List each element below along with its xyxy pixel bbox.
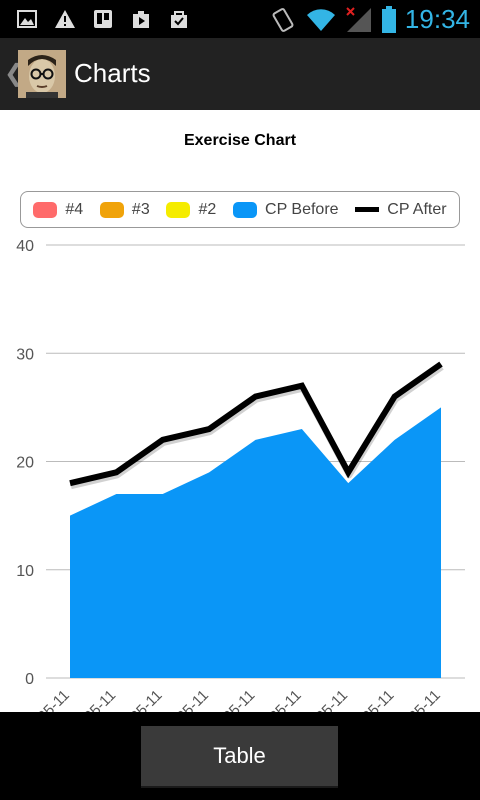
- app-icon[interactable]: [18, 50, 66, 98]
- y-tick-label: 0: [25, 671, 34, 688]
- x-tick-label: 25-11: [81, 687, 119, 712]
- table-button[interactable]: Table: [141, 726, 338, 786]
- legend-item-3: #3: [99, 200, 150, 219]
- warning-icon: [55, 10, 75, 28]
- legend-label: CP Before: [265, 200, 339, 218]
- legend-item-cp-before: CP Before: [233, 201, 339, 219]
- chart-container: Exercise Chart #4 #3 #2 CP Before CP Aft…: [0, 110, 480, 712]
- chart-title: Exercise Chart: [183, 132, 297, 149]
- series-line-cp-after: [69, 361, 443, 487]
- x-tick-label: 25-11: [34, 687, 72, 712]
- legend-item-4: #4: [33, 201, 83, 219]
- notification-icons: [16, 8, 190, 30]
- y-tick-label: 40: [16, 238, 34, 255]
- play-store-icon: [133, 11, 149, 28]
- series-area-cp-before: [70, 407, 441, 678]
- legend-swatch: [33, 201, 58, 218]
- portrait-icon: [18, 50, 66, 98]
- image-icon: [17, 10, 37, 28]
- legend-item-cp-after: CP After: [355, 200, 447, 219]
- trello-icon: [94, 10, 112, 28]
- app-title: Charts: [74, 58, 151, 88]
- x-tick-label: 25-11: [313, 687, 351, 712]
- legend-item-2: #2: [166, 201, 216, 219]
- x-tick-label: 25-11: [405, 687, 443, 712]
- legend-swatch: [355, 207, 380, 212]
- legend-swatch: [99, 201, 124, 218]
- x-tick-label: 25-11: [359, 687, 397, 712]
- clock: 19:34: [404, 4, 470, 34]
- legend-label: #4: [65, 200, 84, 218]
- bottom-bar: Table: [0, 712, 480, 800]
- y-tick-label: 10: [16, 563, 34, 580]
- rotation-icon: [272, 7, 294, 32]
- legend-label: #3: [131, 200, 150, 218]
- chart-plot: 0 10 20 30 40 25-11 25-11 25-11 25-11 25-11 25-11 2…: [16, 238, 465, 712]
- x-tick-label: 25-11: [174, 687, 212, 712]
- x-tick-label: 25-11: [266, 687, 304, 712]
- y-tick-label: 20: [16, 455, 34, 472]
- battery-icon: [381, 5, 396, 33]
- signal-icon: [346, 6, 371, 32]
- status-bar: 19:34: [0, 0, 480, 38]
- chart-legend: #4 #3 #2 CP Before CP After: [20, 191, 460, 228]
- y-tick-label: 30: [16, 346, 34, 363]
- legend-label: CP After: [387, 200, 447, 218]
- x-tick-label: 25-11: [220, 687, 258, 712]
- shopping-bag-icon: [171, 11, 187, 28]
- legend-swatch: [233, 201, 258, 218]
- system-icons: 19:34: [271, 4, 470, 35]
- legend-swatch: [166, 201, 191, 218]
- x-tick-label: 25-11: [127, 687, 165, 712]
- wifi-icon: [306, 8, 335, 31]
- action-bar: ❮ Charts: [0, 38, 480, 112]
- legend-label: #2: [198, 200, 217, 218]
